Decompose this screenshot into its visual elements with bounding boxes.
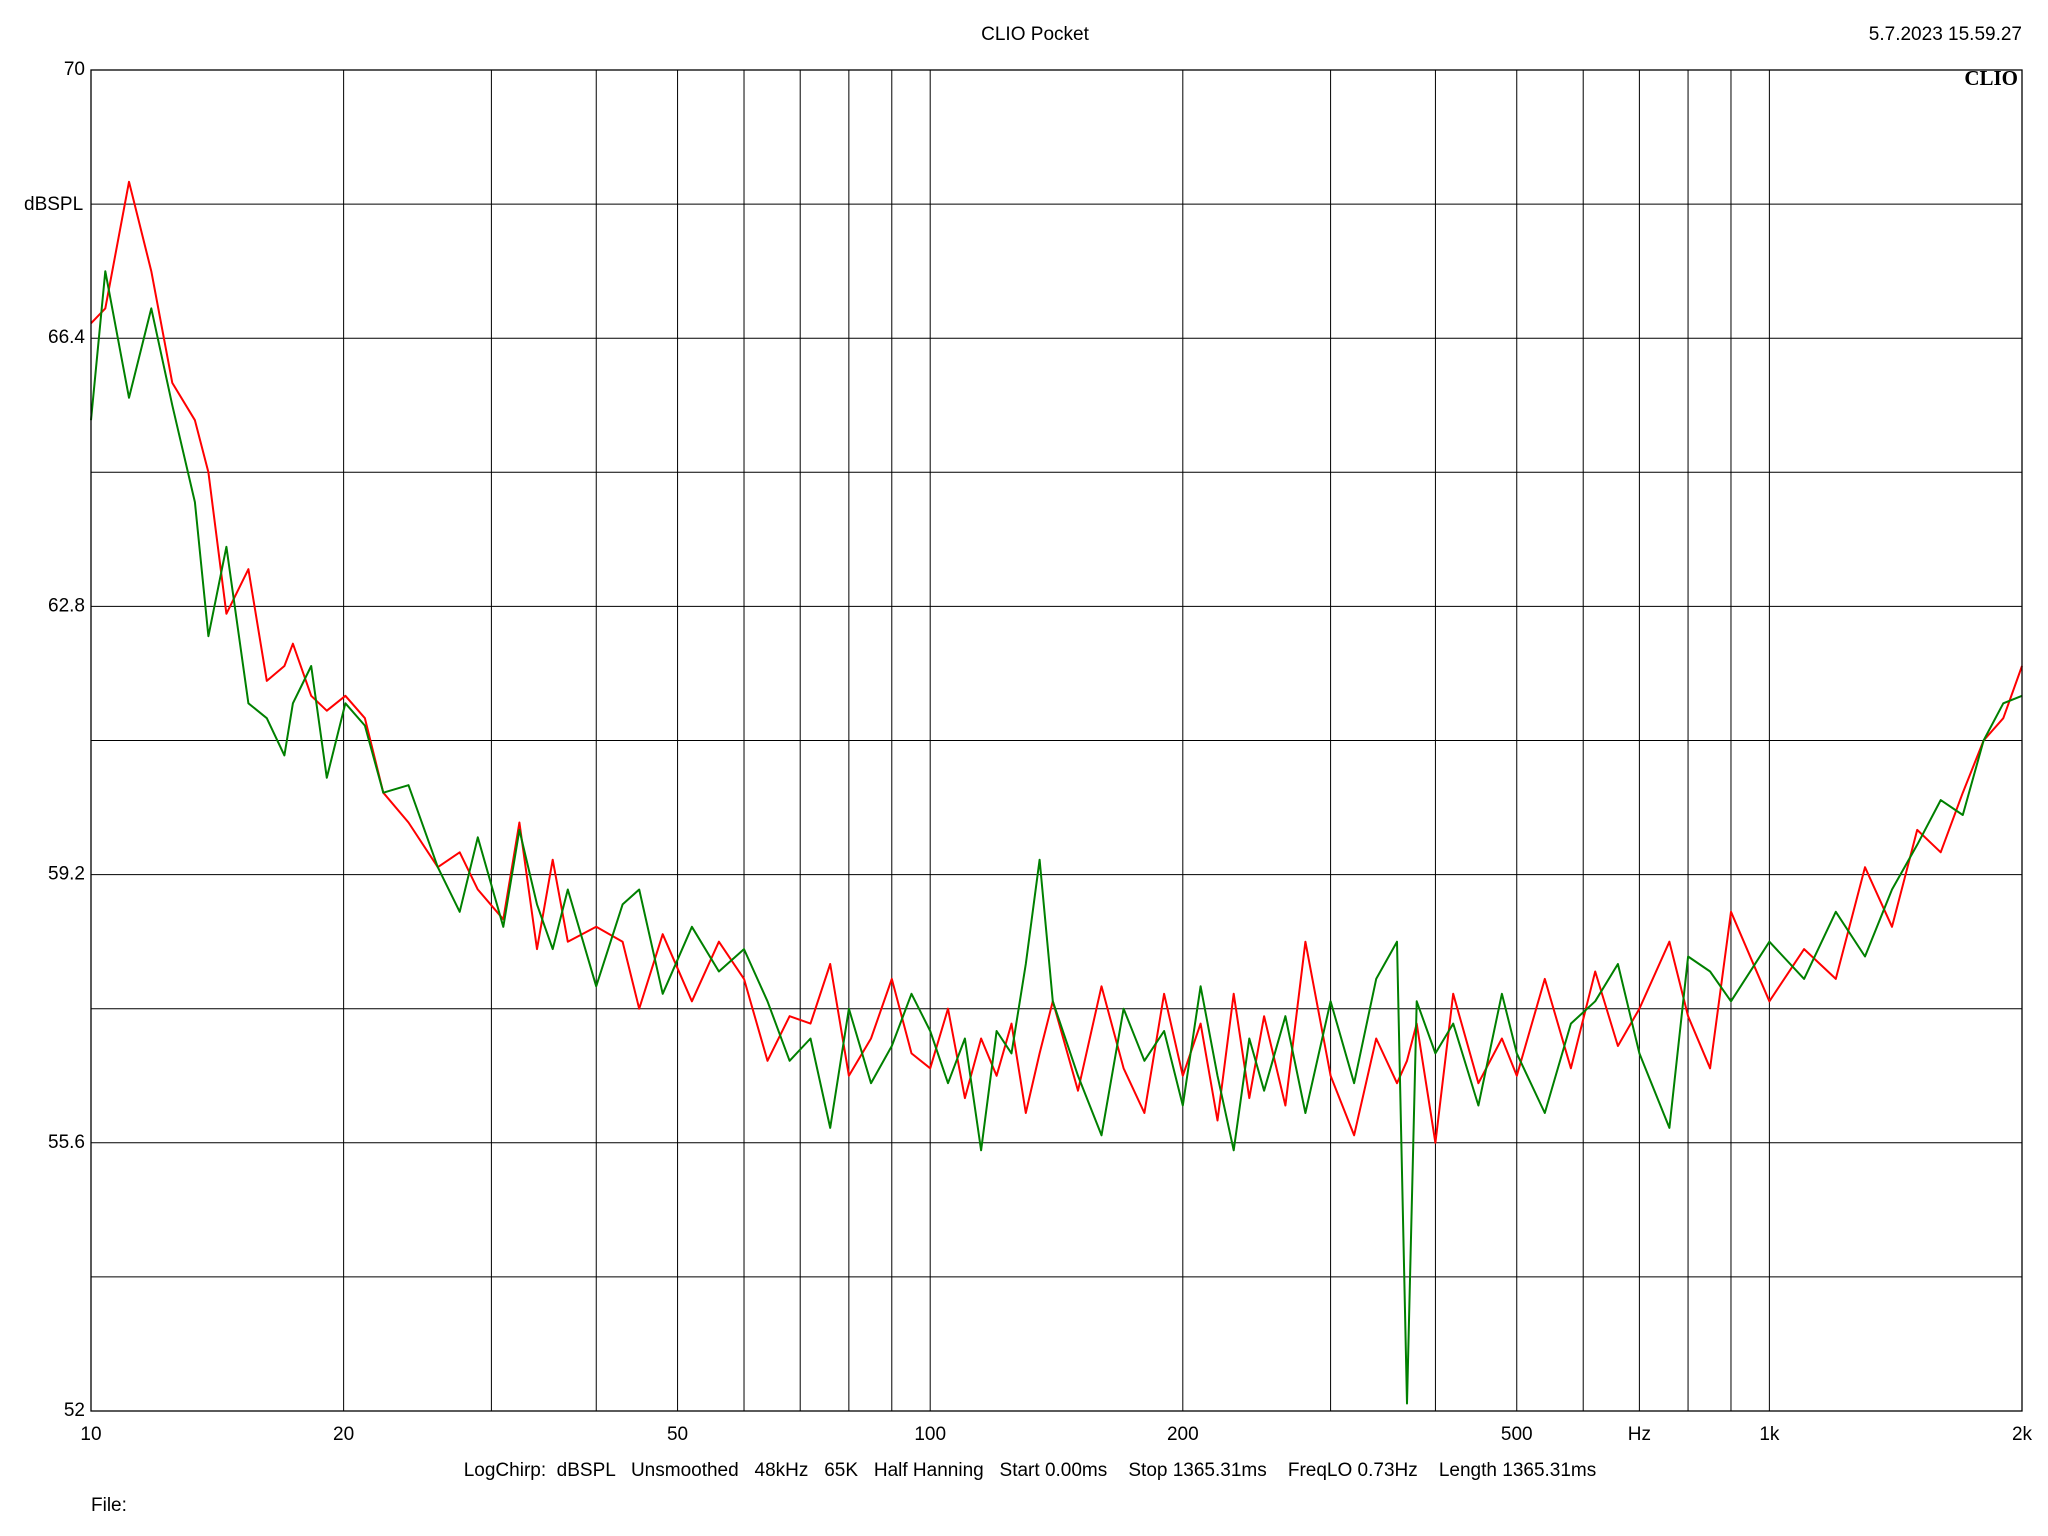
x-tick-label: Hz (1628, 1424, 1651, 1445)
x-tick-label: 200 (1167, 1424, 1199, 1445)
x-tick-label: 1k (1759, 1424, 1780, 1445)
plot-frame (90, 69, 2023, 1412)
file-label: File: (91, 1495, 127, 1516)
logo: CLIO (1964, 66, 2018, 90)
footer: LogChirp: dBSPL Unsmoothed 48kHz 65K Hal… (464, 1460, 1597, 1481)
chart-title: CLIO Pocket (981, 24, 1089, 45)
y-tick-label: 55.6 (48, 1132, 85, 1153)
y-tick-label: 62.8 (48, 595, 85, 616)
lines (90, 180, 2023, 1405)
y-axis-label: dBSPL (24, 194, 83, 215)
series-line (90, 270, 2023, 1405)
y-tick-label: 70 (64, 59, 85, 80)
x-tick-label: 20 (333, 1424, 354, 1445)
x-tick-label: 100 (914, 1424, 946, 1445)
y-tick-label: 52 (64, 1400, 85, 1421)
x-tick-label: 500 (1501, 1424, 1533, 1445)
x-tick-label: 50 (667, 1424, 688, 1445)
timestamp: 5.7.2023 15.59.27 (1869, 24, 2022, 45)
y-tick-label: 59.2 (48, 864, 85, 885)
x-tick-label: 2k (2012, 1424, 2033, 1445)
x-tick-label: 10 (80, 1424, 101, 1445)
y-tick-label: 66.4 (48, 327, 85, 348)
